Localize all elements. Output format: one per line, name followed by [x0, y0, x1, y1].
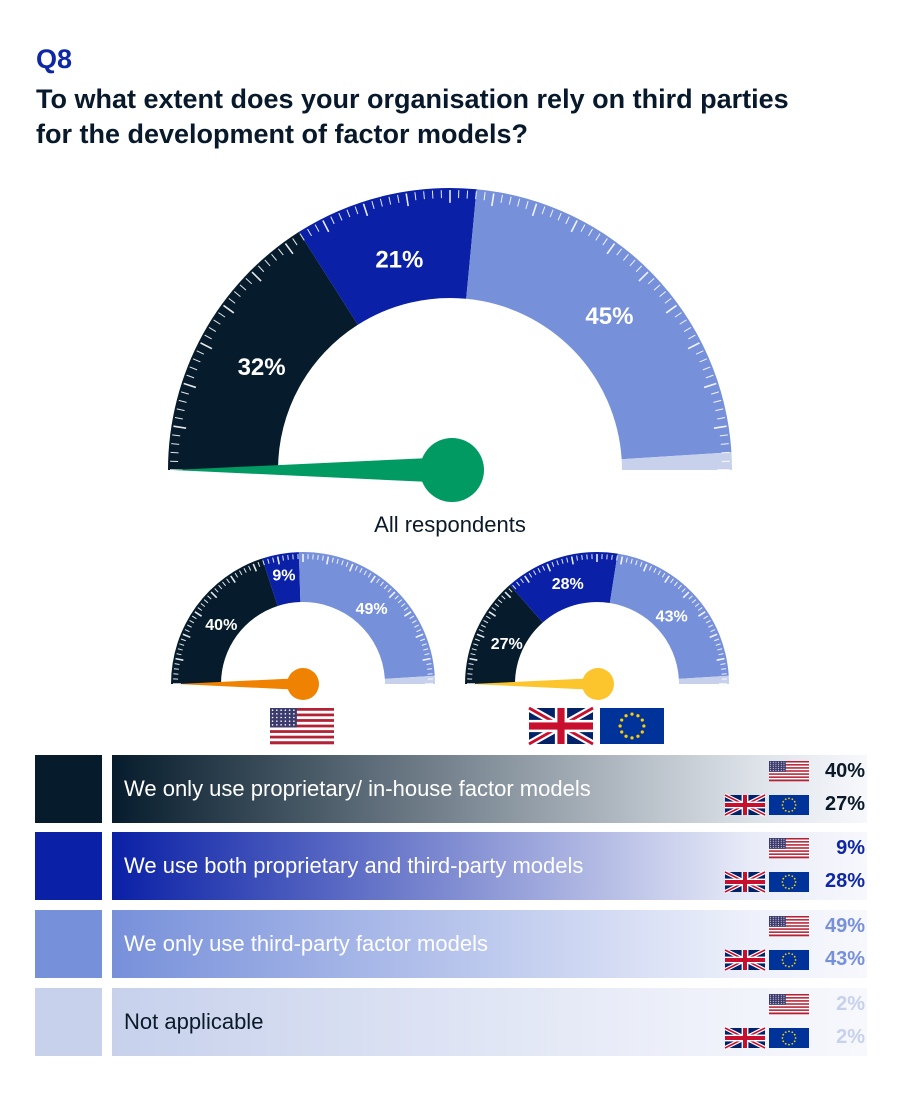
gauge-segment-not-applicable — [621, 452, 732, 470]
gauge-segment-proprietary — [465, 584, 543, 684]
legend-flags — [724, 916, 809, 972]
uk-flag-icon — [724, 793, 766, 817]
gauge-segment-both — [298, 187, 477, 325]
eu-flag-icon — [600, 708, 664, 744]
uk-eu-percentage: 27% — [824, 793, 865, 815]
uk-flag-icon — [724, 1026, 766, 1050]
gauge-value-label: 32% — [238, 354, 286, 381]
question-title: To what extent does your organisation re… — [36, 84, 789, 149]
eu-flag-icon — [769, 795, 809, 815]
gauge-ticks — [170, 190, 730, 471]
gauge-value-label: 28% — [552, 576, 584, 593]
us-percentage: 49% — [824, 915, 865, 937]
us-flag-icon — [769, 761, 809, 782]
legend-label: Not applicable — [124, 1009, 264, 1034]
question-number: Q8 — [36, 44, 73, 74]
legend-swatch — [35, 988, 102, 1056]
gauge-value-label: 9% — [272, 567, 295, 584]
us-flag-icon — [270, 708, 334, 745]
gauge-title: All respondents — [374, 512, 526, 537]
gauge-1: 40% 9% 49% — [171, 552, 435, 700]
gauge-needle — [472, 668, 614, 700]
us-percentage: 40% — [824, 760, 865, 782]
gauge-segment-not-applicable — [384, 675, 435, 684]
gauge-segment-third-party — [466, 189, 732, 460]
eu-flag-icon — [769, 1028, 809, 1048]
legend-label: We only use third-party factor models — [124, 931, 488, 956]
gauge-segment-proprietary — [171, 558, 278, 684]
legend-row: We use both proprietary and third-party … — [35, 832, 867, 900]
legend-swatch — [35, 910, 102, 978]
uk-eu-percentage: 28% — [824, 870, 865, 892]
gauge-2: 27% 28% 43% — [465, 552, 729, 700]
gauge-value-label: 27% — [491, 636, 523, 653]
gauge-value-label: 43% — [656, 609, 688, 626]
legend-row: Not applicable 2% 2% — [35, 988, 867, 1056]
gauge-needle — [172, 438, 484, 502]
us-percentage: 9% — [836, 837, 865, 859]
legend-swatch — [35, 832, 102, 900]
gauge-segment-both — [262, 552, 301, 607]
us-flag-icon — [769, 994, 809, 1015]
uk-eu-flag-group — [527, 704, 664, 748]
eu-flag-icon — [769, 872, 809, 892]
uk-eu-percentage: 43% — [824, 948, 865, 970]
gauge-needle — [178, 668, 319, 700]
gauge-ticks — [467, 554, 727, 685]
gauge-segment-not-applicable — [678, 675, 729, 684]
gauge-charts: 32% 21% 45% All respondents 40% 9% 49% 27% 28% 43… — [168, 187, 732, 748]
uk-flag-icon — [724, 870, 766, 894]
gauge-segment-third-party — [298, 552, 435, 679]
us-percentage: 2% — [836, 993, 865, 1015]
legend-flags — [724, 761, 809, 817]
gauge-value-label: 40% — [205, 617, 237, 634]
uk-flag-icon — [724, 948, 766, 972]
legend-label: We use both proprietary and third-party … — [124, 853, 584, 878]
gauge-segment-proprietary — [168, 231, 358, 470]
gauge-value-label: 21% — [375, 246, 423, 273]
legend-row: We only use third-party factor models 49%… — [35, 910, 867, 978]
gauge-segment-third-party — [609, 553, 729, 679]
legend-label: We only use proprietary/ in-house factor… — [124, 776, 591, 801]
us-flag-icon — [769, 916, 809, 937]
legend-swatch — [35, 755, 102, 823]
legend-flags — [724, 994, 809, 1050]
gauge-segment-both — [509, 552, 618, 623]
legend-row: We only use proprietary/ in-house factor… — [35, 755, 867, 823]
gauge-value-label: 45% — [585, 303, 633, 330]
gauge-0: 32% 21% 45% All respondents — [168, 187, 732, 537]
gauge-value-label: 49% — [356, 601, 388, 618]
legend-flags — [724, 838, 809, 894]
uk-eu-percentage: 2% — [836, 1026, 865, 1048]
uk-flag-icon — [527, 704, 595, 748]
eu-flag-icon — [769, 950, 809, 970]
us-flag-icon — [769, 838, 809, 859]
